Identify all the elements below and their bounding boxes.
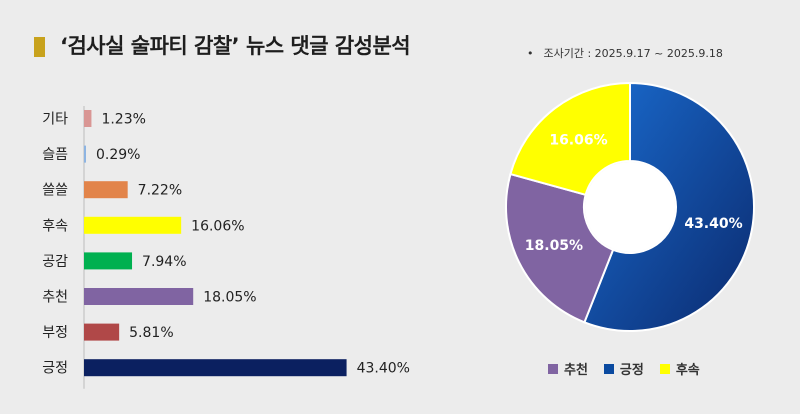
legend-label: 긍정 — [619, 363, 644, 378]
legend-item: 추천 — [548, 359, 588, 378]
bar-value-label: 18.05% — [203, 290, 256, 306]
donut-slice — [583, 81, 755, 332]
title-marker — [34, 37, 45, 57]
bar-category-label: 기타 — [42, 112, 68, 128]
legend-item: 후속 — [659, 359, 700, 378]
legend-swatch — [659, 363, 670, 374]
chart-title: ‘검사실 술파티 감찰’ 뉴스 댓글 감성분석 — [60, 34, 411, 58]
bar-value-label: 7.94% — [142, 254, 186, 270]
bar-category-label: 쓸쓸 — [42, 183, 68, 199]
legend-label: 추천 — [564, 363, 588, 378]
bar-category-label: 후속 — [42, 218, 68, 234]
donut-chart: 43.40% 18.05% 16.06% — [505, 81, 755, 332]
bar — [84, 216, 182, 234]
bar — [84, 145, 86, 163]
bar — [84, 110, 92, 127]
bar-category-label: 공감 — [42, 254, 68, 270]
donut-slice — [509, 81, 631, 197]
donut-slice-label: 43.40% — [684, 216, 742, 232]
bar-category-label: 추천 — [42, 290, 68, 306]
bar-value-label: 1.23% — [101, 112, 145, 128]
donut-slice — [505, 172, 615, 324]
donut-legend: 추천 긍정 후속 — [548, 359, 700, 378]
bullet-icon: • — [527, 47, 534, 60]
legend-item: 긍정 — [603, 359, 644, 378]
bar — [84, 288, 194, 305]
donut-slice-label: 18.05% — [525, 238, 583, 254]
survey-period: • 조사기간 : 2025.9.17 ~ 2025.9.18 — [527, 45, 723, 61]
bar-value-label: 43.40% — [357, 361, 410, 377]
bar — [84, 252, 133, 270]
bar-chart: 기타 1.23% 슬픔 0.29% 쓸쓸 7.22% 후속 16.06% 공감 7.94% 추천 18… — [42, 106, 410, 389]
bar-value-label: 0.29% — [96, 147, 140, 163]
bar-category-label: 부정 — [42, 325, 68, 341]
legend-swatch — [548, 363, 558, 374]
bar-value-label: 7.22% — [138, 183, 182, 199]
bar — [84, 181, 128, 199]
bar — [84, 323, 120, 341]
bar-value-label: 5.81% — [129, 325, 173, 341]
donut-slice-label: 16.06% — [549, 132, 607, 148]
legend-swatch — [603, 363, 614, 374]
bar — [84, 359, 347, 377]
survey-period-text: 조사기간 : 2025.9.17 ~ 2025.9.18 — [543, 47, 723, 60]
donut-hole — [585, 162, 675, 252]
legend-label: 후속 — [675, 363, 700, 378]
bar-category-label: 긍정 — [42, 361, 68, 377]
bar-value-label: 16.06% — [191, 218, 244, 234]
bar-category-label: 슬픔 — [42, 147, 68, 163]
